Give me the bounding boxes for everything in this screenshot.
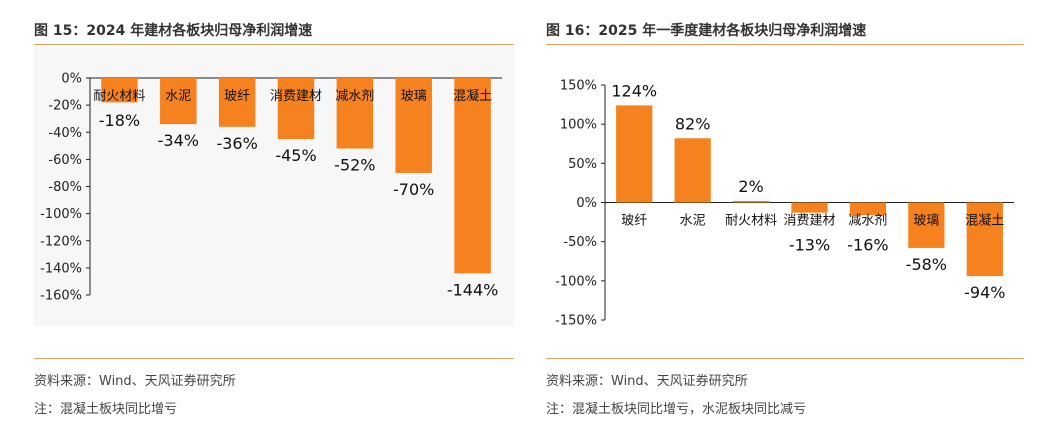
bar	[101, 78, 138, 103]
source-note: 资料来源：Wind、天风证券研究所	[34, 374, 236, 389]
footer-divider	[34, 358, 514, 359]
category-label: 水泥	[165, 89, 191, 104]
y-tick-label: -80%	[48, 180, 82, 195]
footnote: 注：混凝土板块同比增亏，水泥板块同比减亏	[546, 402, 807, 417]
category-label: 玻纤	[621, 214, 647, 229]
data-label: -13%	[789, 236, 830, 255]
footnote: 注：混凝土板块同比增亏	[34, 402, 178, 417]
category-label: 玻璃	[401, 89, 427, 104]
category-label: 混凝土	[965, 213, 1004, 229]
y-tick-label: 100%	[560, 118, 597, 133]
category-label: 混凝土	[453, 88, 492, 104]
y-tick-label: -140%	[40, 261, 82, 276]
data-label: -94%	[964, 283, 1005, 302]
bar	[674, 138, 711, 203]
category-label: 消费建材	[270, 89, 322, 104]
bar	[454, 78, 491, 274]
y-tick-label: 50%	[568, 157, 597, 172]
y-tick-label: -100%	[555, 274, 597, 289]
data-label: -70%	[393, 180, 434, 199]
data-label: -144%	[447, 280, 499, 299]
data-label: -34%	[158, 131, 199, 150]
y-tick-label: -100%	[40, 207, 82, 222]
data-label: 2%	[738, 177, 763, 196]
category-label: 消费建材	[783, 214, 835, 229]
source-note: 资料来源：Wind、天风证券研究所	[546, 374, 748, 389]
y-tick-label: 150%	[560, 79, 597, 94]
y-tick-label: -60%	[48, 153, 82, 168]
data-label: -36%	[216, 134, 257, 153]
data-label: -52%	[334, 156, 375, 175]
data-label: 82%	[675, 114, 711, 133]
bar	[616, 105, 653, 203]
footer-divider	[546, 358, 1024, 359]
category-label: 耐火材料	[93, 89, 145, 104]
y-tick-label: -50%	[563, 235, 597, 250]
bar	[336, 78, 374, 149]
data-label: 124%	[611, 81, 657, 100]
data-label: -58%	[906, 255, 947, 274]
bar-chart-2024: 0% -20% -40% -60% -80% -100% -120% -140% -160% 耐火…	[40, 72, 502, 304]
y-tick-label: -160%	[40, 289, 82, 304]
bar	[732, 200, 770, 203]
data-label: -18%	[99, 111, 140, 130]
chart-title: 图 16：2025 年一季度建材各板块归母净利润增速	[546, 23, 867, 39]
bar	[395, 78, 432, 173]
chart-panel-2024: 图 15：2024 年建材各板块归母净利润增速 0% -20% -40% -60% -8…	[34, 0, 514, 436]
title-divider	[34, 44, 514, 45]
y-tick-label: -120%	[40, 234, 82, 249]
bar	[849, 202, 887, 216]
category-label: 减水剂	[848, 214, 887, 229]
bar	[791, 202, 828, 213]
chart-panel-2025q1: 图 16：2025 年一季度建材各板块归母净利润增速 150% 100% 50% 0%…	[546, 0, 1024, 436]
y-tick-label: 0%	[576, 196, 597, 211]
chart-title: 图 15：2024 年建材各板块归母净利润增速	[34, 23, 313, 39]
category-label: 玻璃	[913, 214, 939, 229]
bar	[218, 78, 256, 127]
y-tick-label: 0%	[61, 72, 82, 87]
y-tick-label: -40%	[48, 126, 82, 141]
category-label: 玻纤	[224, 89, 250, 104]
data-label: -16%	[847, 236, 888, 255]
category-label: 水泥	[680, 214, 706, 229]
bar	[908, 202, 945, 248]
title-divider	[546, 44, 1024, 45]
bar	[160, 78, 197, 125]
bar	[966, 202, 1003, 277]
y-tick-label: -20%	[48, 99, 82, 114]
category-label: 减水剂	[335, 89, 374, 104]
bar	[277, 78, 315, 140]
y-tick-label: -150%	[555, 314, 597, 329]
category-label: 耐火材料	[725, 214, 777, 229]
bar-chart-2025q1: 150% 100% 50% 0% -50% -100% -150% 玻纤 124% 水泥 82% 耐火…	[555, 79, 1014, 329]
data-label: -45%	[275, 146, 316, 165]
